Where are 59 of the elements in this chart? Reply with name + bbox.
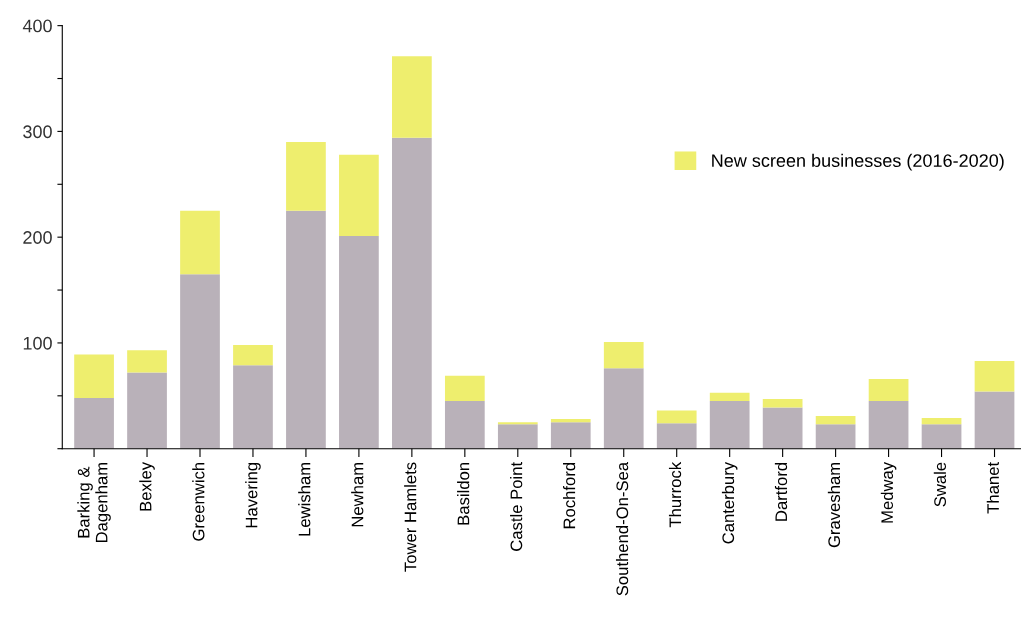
- bar: [603, 368, 644, 449]
- bar: [392, 137, 432, 449]
- x-tick-label: Southend-On-Sea: [615, 461, 629, 596]
- x-tick-label: Rochford: [563, 462, 576, 529]
- bar: [815, 424, 856, 449]
- x-tick-label: Swale: [933, 462, 947, 507]
- bar: [921, 418, 962, 425]
- bar: [762, 407, 803, 449]
- bar: [497, 424, 538, 449]
- x-tick-label: Havering: [245, 462, 261, 528]
- legend-label: New screen businesses (2016-2020): [712, 153, 1004, 171]
- bar: [974, 360, 1015, 392]
- bar: [603, 341, 644, 369]
- bar: [497, 422, 538, 425]
- x-tick-label: Dartford: [774, 462, 788, 521]
- bar: [392, 56, 432, 138]
- y-tick-label: 400: [22, 19, 52, 33]
- bar: [974, 391, 1015, 449]
- bar: [709, 401, 750, 449]
- bar: [180, 274, 220, 449]
- x-tick-label: Greenwich: [192, 462, 205, 541]
- x-tick-label: Tower Hamlets: [404, 462, 417, 572]
- x-tick-label: Medway: [880, 461, 897, 523]
- bar: [127, 372, 167, 449]
- bar: [180, 210, 220, 275]
- x-tick-label: Canterbury: [721, 461, 738, 544]
- bar: [74, 354, 114, 398]
- x-tick-label: Newham: [351, 462, 364, 527]
- x-tick-label: Castle Point: [510, 462, 523, 551]
- bar: [444, 375, 485, 402]
- x-tick-label: Thurrock: [668, 461, 682, 528]
- bar: [286, 210, 326, 449]
- x-tick-label: Gravesham: [827, 462, 841, 548]
- bar: [656, 423, 697, 449]
- bar: [339, 154, 379, 237]
- x-tick-label: Lewisham: [298, 462, 311, 536]
- bar: [921, 424, 962, 449]
- bar: [444, 401, 485, 449]
- x-tick-label: Basildon: [457, 462, 470, 525]
- bar: [550, 419, 591, 423]
- bar: [286, 141, 326, 211]
- y-tick-label: 300: [23, 125, 52, 139]
- y-tick-label: 200: [23, 231, 52, 244]
- bar: [550, 422, 591, 449]
- x-tick-label: Barking & Dagenham: [77, 462, 111, 543]
- bar: [815, 415, 856, 425]
- bar: [762, 398, 803, 408]
- bar: [868, 378, 909, 402]
- bar: [868, 401, 909, 449]
- bar: [233, 345, 273, 366]
- bar: [709, 392, 750, 402]
- y-tick-label: 100: [23, 336, 52, 350]
- bar: [127, 350, 167, 373]
- bar: [74, 397, 114, 449]
- x-tick-label: Thanet: [986, 462, 999, 514]
- bar: [233, 365, 273, 449]
- bar: [339, 236, 379, 449]
- bar: [656, 410, 697, 424]
- x-tick-label: Bexley: [139, 461, 155, 511]
